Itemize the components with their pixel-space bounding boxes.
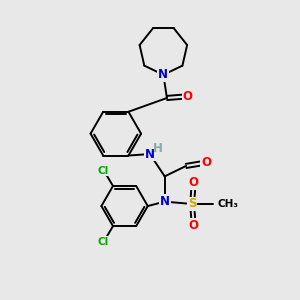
Text: Cl: Cl: [98, 166, 109, 176]
Text: O: O: [188, 176, 199, 189]
Text: N: N: [160, 195, 170, 208]
Text: CH₃: CH₃: [217, 199, 238, 209]
Text: Cl: Cl: [98, 237, 109, 247]
Text: O: O: [183, 90, 193, 103]
Text: H: H: [153, 142, 163, 155]
Text: S: S: [188, 197, 196, 211]
Text: N: N: [145, 148, 155, 160]
Text: O: O: [201, 157, 211, 169]
Text: O: O: [188, 219, 199, 232]
Text: N: N: [158, 68, 168, 81]
